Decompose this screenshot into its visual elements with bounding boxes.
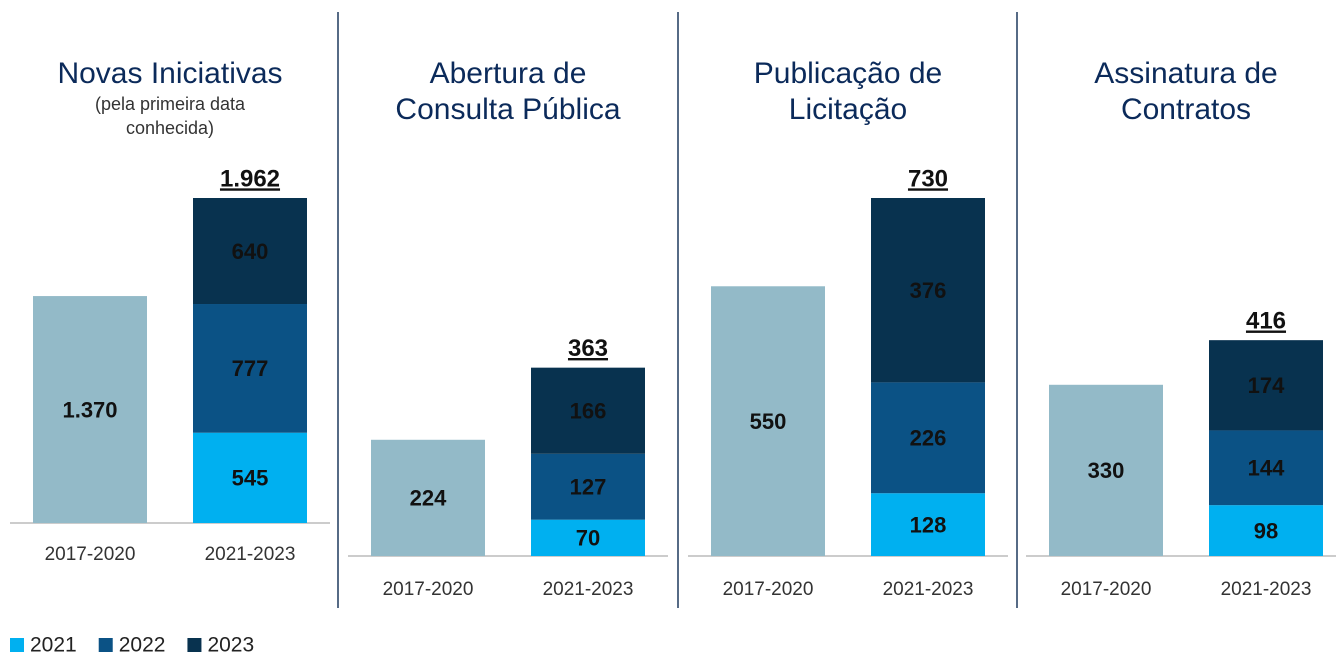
total-label: 363 bbox=[568, 335, 608, 362]
value-label: 224 bbox=[410, 486, 447, 511]
bar bbox=[193, 432, 307, 523]
value-label: 98 bbox=[1254, 518, 1278, 543]
legend-label: 2022 bbox=[119, 634, 166, 654]
bar bbox=[1049, 384, 1163, 556]
x-tick-label: 2021-2023 bbox=[205, 544, 296, 565]
bar bbox=[371, 439, 485, 556]
value-label: 166 bbox=[570, 399, 607, 424]
chart-title: Abertura de bbox=[430, 57, 587, 90]
bar bbox=[1209, 505, 1323, 556]
x-tick-label: 2017-2020 bbox=[383, 579, 474, 600]
x-tick-label: 2017-2020 bbox=[1061, 579, 1152, 600]
value-label: 330 bbox=[1088, 458, 1125, 483]
value-label: 226 bbox=[910, 426, 947, 451]
value-label: 70 bbox=[576, 526, 600, 551]
legend-swatch bbox=[187, 638, 202, 652]
x-tick-label: 2021-2023 bbox=[1221, 579, 1312, 600]
bar bbox=[871, 493, 985, 556]
chart-title: Novas Iniciativas bbox=[57, 57, 282, 90]
bar bbox=[711, 286, 825, 556]
bar bbox=[531, 367, 645, 454]
legend-swatch bbox=[98, 638, 113, 652]
value-label: 128 bbox=[910, 512, 947, 537]
legend-label: 2021 bbox=[30, 634, 77, 654]
total-label: 416 bbox=[1246, 308, 1286, 335]
value-label: 550 bbox=[750, 409, 787, 434]
value-label: 127 bbox=[570, 475, 607, 500]
bar bbox=[531, 453, 645, 520]
bar bbox=[193, 304, 307, 433]
x-tick-label: 2021-2023 bbox=[543, 579, 634, 600]
x-tick-label: 2021-2023 bbox=[883, 579, 974, 600]
legend-swatch bbox=[10, 638, 24, 652]
bar bbox=[871, 198, 985, 383]
x-tick-label: 2017-2020 bbox=[723, 579, 814, 600]
chart-title: Licitação bbox=[789, 93, 907, 126]
chart-title: Consulta Pública bbox=[395, 93, 620, 126]
bar bbox=[193, 198, 307, 305]
bar bbox=[531, 519, 645, 556]
value-label: 144 bbox=[1248, 456, 1285, 481]
chart-title: Assinatura de bbox=[1094, 57, 1277, 90]
value-label: 1.370 bbox=[62, 397, 117, 422]
value-label: 174 bbox=[1248, 373, 1285, 398]
bar bbox=[1209, 340, 1323, 431]
chart-subtitle: (pela primeira data bbox=[95, 94, 246, 114]
bar bbox=[871, 382, 985, 494]
value-label: 777 bbox=[232, 356, 269, 381]
x-tick-label: 2017-2020 bbox=[45, 544, 136, 565]
total-label: 730 bbox=[908, 165, 948, 192]
total-label: 1.962 bbox=[220, 165, 280, 192]
value-label: 640 bbox=[232, 239, 269, 264]
value-label: 545 bbox=[232, 466, 269, 491]
legend-label: 2023 bbox=[207, 634, 254, 654]
bar bbox=[1209, 430, 1323, 506]
bar bbox=[33, 296, 147, 523]
chart-title: Publicação de bbox=[754, 57, 942, 90]
chart-subtitle: conhecida) bbox=[126, 118, 214, 138]
chart-title: Contratos bbox=[1121, 93, 1251, 126]
value-label: 376 bbox=[910, 278, 947, 303]
